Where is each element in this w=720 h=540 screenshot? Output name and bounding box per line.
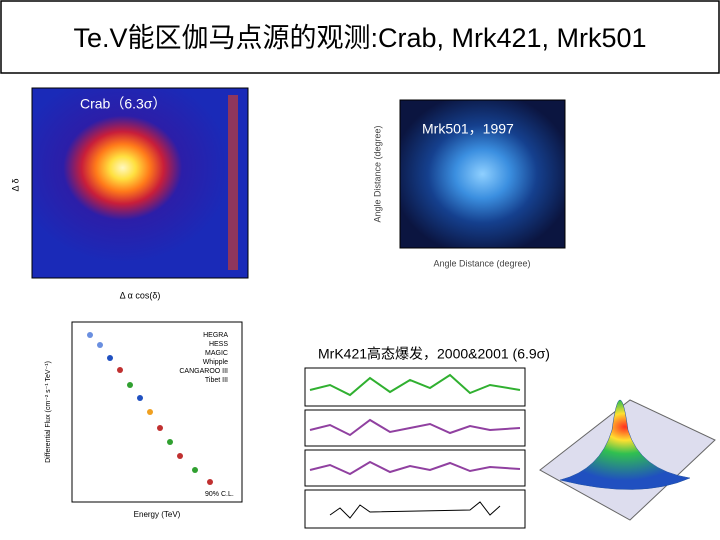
color-bar bbox=[228, 95, 238, 270]
spectrum-y-label: Differential Flux (cm⁻² s⁻¹ TeV⁻¹) bbox=[45, 361, 52, 463]
graphic bbox=[137, 395, 143, 401]
graphic bbox=[157, 425, 163, 431]
graphic bbox=[192, 467, 198, 473]
crab-map bbox=[32, 88, 248, 278]
spectrum-legend: HEGRA HESS MAGIC Whipple CANGAROO III Ti… bbox=[179, 332, 228, 384]
graphic bbox=[87, 332, 93, 338]
crab-frame bbox=[31, 87, 249, 279]
title: Te.V能区伽马点源的观测:Crab, Mrk421, Mrk501 bbox=[73, 23, 646, 53]
spectrum-points bbox=[87, 332, 213, 485]
surface-plot bbox=[539, 399, 716, 521]
graphic bbox=[127, 382, 133, 388]
legend-entry: HESS bbox=[209, 341, 228, 348]
crab-y-label: Δ δ bbox=[10, 178, 20, 191]
graphic bbox=[304, 367, 526, 407]
legend-entry: CANGAROO III bbox=[179, 368, 228, 375]
spectrum-note: 90% C.L. bbox=[205, 491, 234, 498]
mrk501-x-label: Angle Distance (degree) bbox=[433, 258, 530, 268]
graphic bbox=[147, 409, 153, 415]
mrk501-caption: Mrk501，1997 bbox=[422, 121, 514, 137]
graphic bbox=[107, 355, 113, 361]
crab-caption: Crab（6.3σ） bbox=[80, 96, 166, 112]
legend-entry: MAGIC bbox=[205, 350, 228, 357]
legend-entry: Tibet III bbox=[205, 377, 228, 384]
mrk421-caption: MrK421高态爆发，2000&2001 (6.9σ) bbox=[318, 346, 550, 362]
crab-x-label: Δ α cos(δ) bbox=[120, 290, 161, 300]
graphic bbox=[309, 418, 521, 437]
mrk501-map bbox=[399, 99, 566, 249]
graphic bbox=[329, 501, 501, 519]
graphic bbox=[177, 453, 183, 459]
spectrum-frame bbox=[71, 321, 243, 503]
graphic bbox=[167, 439, 173, 445]
light-curves bbox=[304, 367, 526, 529]
legend-entry: HEGRA bbox=[203, 332, 228, 339]
graphic bbox=[207, 479, 213, 485]
graphic bbox=[117, 367, 123, 373]
mrk501-y-label: Angle Distance (degree) bbox=[372, 125, 382, 222]
legend-entry: Whipple bbox=[203, 359, 228, 366]
spectrum-x-label: Energy (TeV) bbox=[134, 510, 181, 519]
graphic bbox=[97, 342, 103, 348]
title-box bbox=[0, 0, 720, 74]
graphic bbox=[309, 373, 521, 397]
graphic bbox=[559, 399, 691, 490]
graphic bbox=[309, 460, 521, 476]
